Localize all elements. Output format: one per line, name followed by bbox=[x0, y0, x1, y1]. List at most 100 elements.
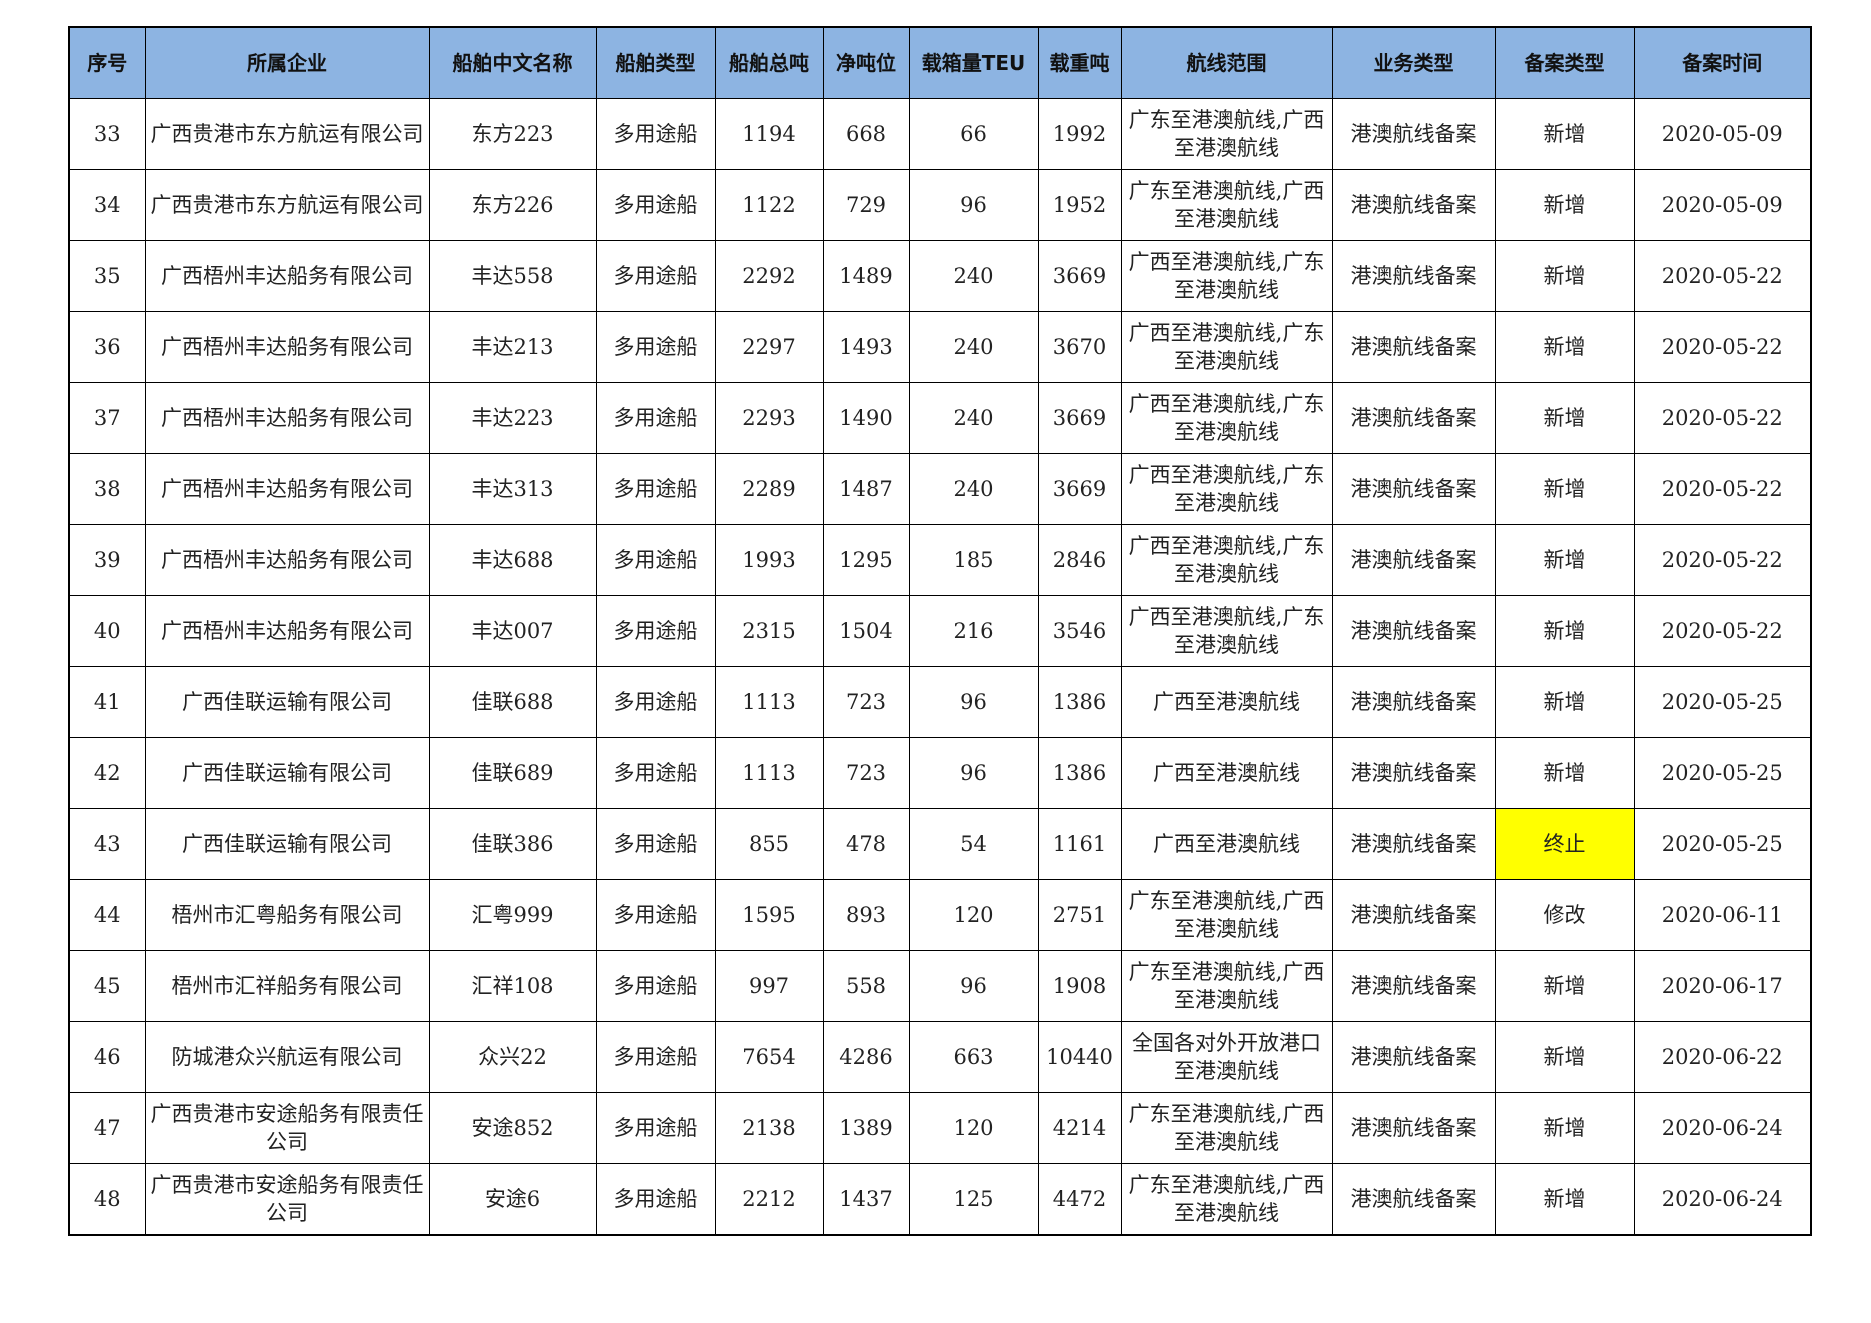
cell-company: 梧州市汇祥船务有限公司 bbox=[144, 950, 430, 1022]
cell-no: 33 bbox=[68, 98, 146, 170]
cell-no: 44 bbox=[68, 879, 146, 951]
cell-deadweight: 3670 bbox=[1037, 311, 1122, 383]
cell-ship-type: 多用途船 bbox=[595, 453, 716, 525]
cell-teu: 663 bbox=[908, 1021, 1039, 1093]
table-body: 33 广西贵港市东方航运有限公司 东方223 多用途船 1194 668 66 1992 广东至… bbox=[68, 98, 1812, 1236]
ship-filing-table: 序号 所属企业 船舶中文名称 船舶类型 船舶总吨 净吨位 载箱量TEU 载重吨 航线范围 业务类型… bbox=[68, 26, 1812, 1236]
cell-filing-type: 新增 bbox=[1494, 98, 1635, 170]
cell-route: 广西至港澳航线,广东至港澳航线 bbox=[1120, 311, 1333, 383]
cell-ship-type: 多用途船 bbox=[595, 240, 716, 312]
cell-filing-date: 2020-05-22 bbox=[1633, 382, 1812, 454]
cell-gross-tonnage: 1993 bbox=[714, 524, 824, 596]
table-row: 34 广西贵港市东方航运有限公司 东方226 多用途船 1122 729 96 1952 广东至… bbox=[68, 169, 1812, 241]
cell-filing-date: 2020-06-24 bbox=[1633, 1092, 1812, 1164]
cell-company: 广西梧州丰达船务有限公司 bbox=[144, 382, 430, 454]
cell-gross-tonnage: 2138 bbox=[714, 1092, 824, 1164]
cell-ship-type: 多用途船 bbox=[595, 1092, 716, 1164]
cell-business-type: 港澳航线备案 bbox=[1331, 666, 1496, 738]
cell-filing-type: 修改 bbox=[1494, 879, 1635, 951]
cell-business-type: 港澳航线备案 bbox=[1331, 382, 1496, 454]
cell-ship-type: 多用途船 bbox=[595, 1021, 716, 1093]
cell-filing-type: 新增 bbox=[1494, 453, 1635, 525]
cell-net-tonnage: 1493 bbox=[822, 311, 910, 383]
header-col-filing-date: 备案时间 bbox=[1633, 26, 1812, 99]
cell-company: 广西贵港市安途船务有限责任公司 bbox=[144, 1163, 430, 1236]
cell-ship-name: 佳联689 bbox=[428, 737, 597, 809]
cell-company: 防城港众兴航运有限公司 bbox=[144, 1021, 430, 1093]
header-col-business-type: 业务类型 bbox=[1331, 26, 1496, 99]
cell-ship-name: 丰达558 bbox=[428, 240, 597, 312]
cell-company: 广西贵港市安途船务有限责任公司 bbox=[144, 1092, 430, 1164]
cell-business-type: 港澳航线备案 bbox=[1331, 737, 1496, 809]
cell-filing-date: 2020-05-09 bbox=[1633, 98, 1812, 170]
table-row: 38 广西梧州丰达船务有限公司 丰达313 多用途船 2289 1487 240 3669 广西… bbox=[68, 453, 1812, 525]
cell-filing-type: 新增 bbox=[1494, 240, 1635, 312]
table-row: 37 广西梧州丰达船务有限公司 丰达223 多用途船 2293 1490 240 3669 广西… bbox=[68, 382, 1812, 454]
cell-net-tonnage: 1489 bbox=[822, 240, 910, 312]
cell-net-tonnage: 478 bbox=[822, 808, 910, 880]
cell-ship-type: 多用途船 bbox=[595, 808, 716, 880]
cell-filing-date: 2020-05-22 bbox=[1633, 240, 1812, 312]
cell-business-type: 港澳航线备案 bbox=[1331, 453, 1496, 525]
cell-deadweight: 1386 bbox=[1037, 666, 1122, 738]
cell-teu: 120 bbox=[908, 1092, 1039, 1164]
cell-filing-type: 新增 bbox=[1494, 524, 1635, 596]
cell-filing-date: 2020-05-22 bbox=[1633, 595, 1812, 667]
cell-filing-type: 新增 bbox=[1494, 666, 1635, 738]
cell-business-type: 港澳航线备案 bbox=[1331, 595, 1496, 667]
cell-ship-name: 丰达007 bbox=[428, 595, 597, 667]
cell-net-tonnage: 1504 bbox=[822, 595, 910, 667]
cell-gross-tonnage: 1595 bbox=[714, 879, 824, 951]
cell-gross-tonnage: 1122 bbox=[714, 169, 824, 241]
cell-filing-type: 新增 bbox=[1494, 1163, 1635, 1236]
cell-gross-tonnage: 2315 bbox=[714, 595, 824, 667]
table-row: 44 梧州市汇粤船务有限公司 汇粤999 多用途船 1595 893 120 2751 广东至港… bbox=[68, 879, 1812, 951]
cell-ship-type: 多用途船 bbox=[595, 737, 716, 809]
cell-company: 广西梧州丰达船务有限公司 bbox=[144, 240, 430, 312]
cell-filing-type: 新增 bbox=[1494, 595, 1635, 667]
cell-filing-type: 新增 bbox=[1494, 1092, 1635, 1164]
header-col-no: 序号 bbox=[68, 26, 146, 99]
cell-gross-tonnage: 7654 bbox=[714, 1021, 824, 1093]
cell-teu: 54 bbox=[908, 808, 1039, 880]
cell-net-tonnage: 1295 bbox=[822, 524, 910, 596]
cell-deadweight: 3546 bbox=[1037, 595, 1122, 667]
cell-company: 广西梧州丰达船务有限公司 bbox=[144, 453, 430, 525]
cell-business-type: 港澳航线备案 bbox=[1331, 879, 1496, 951]
cell-deadweight: 2751 bbox=[1037, 879, 1122, 951]
cell-teu: 96 bbox=[908, 169, 1039, 241]
cell-deadweight: 1952 bbox=[1037, 169, 1122, 241]
cell-company: 梧州市汇粤船务有限公司 bbox=[144, 879, 430, 951]
cell-filing-type: 新增 bbox=[1494, 1021, 1635, 1093]
cell-ship-type: 多用途船 bbox=[595, 524, 716, 596]
cell-route: 广西至港澳航线,广东至港澳航线 bbox=[1120, 453, 1333, 525]
cell-no: 39 bbox=[68, 524, 146, 596]
header-col-net-tonnage: 净吨位 bbox=[822, 26, 910, 99]
cell-filing-type: 终止 bbox=[1494, 808, 1635, 880]
cell-teu: 240 bbox=[908, 240, 1039, 312]
cell-filing-date: 2020-06-22 bbox=[1633, 1021, 1812, 1093]
cell-filing-type: 新增 bbox=[1494, 311, 1635, 383]
cell-route: 广西至港澳航线 bbox=[1120, 737, 1333, 809]
cell-no: 47 bbox=[68, 1092, 146, 1164]
header-col-gross-tonnage: 船舶总吨 bbox=[714, 26, 824, 99]
table-row: 33 广西贵港市东方航运有限公司 东方223 多用途船 1194 668 66 1992 广东至… bbox=[68, 98, 1812, 170]
cell-gross-tonnage: 2289 bbox=[714, 453, 824, 525]
cell-company: 广西佳联运输有限公司 bbox=[144, 666, 430, 738]
cell-no: 41 bbox=[68, 666, 146, 738]
cell-company: 广西梧州丰达船务有限公司 bbox=[144, 595, 430, 667]
cell-teu: 96 bbox=[908, 950, 1039, 1022]
cell-net-tonnage: 723 bbox=[822, 666, 910, 738]
cell-no: 40 bbox=[68, 595, 146, 667]
cell-deadweight: 1386 bbox=[1037, 737, 1122, 809]
cell-ship-type: 多用途船 bbox=[595, 950, 716, 1022]
cell-no: 46 bbox=[68, 1021, 146, 1093]
cell-gross-tonnage: 1113 bbox=[714, 666, 824, 738]
cell-company: 广西贵港市东方航运有限公司 bbox=[144, 169, 430, 241]
table-row: 42 广西佳联运输有限公司 佳联689 多用途船 1113 723 96 1386 广西至港澳航… bbox=[68, 737, 1812, 809]
cell-no: 43 bbox=[68, 808, 146, 880]
table-row: 47 广西贵港市安途船务有限责任公司 安途852 多用途船 2138 1389 120 421… bbox=[68, 1092, 1812, 1164]
header-col-ship-type: 船舶类型 bbox=[595, 26, 716, 99]
cell-ship-name: 东方226 bbox=[428, 169, 597, 241]
cell-net-tonnage: 1487 bbox=[822, 453, 910, 525]
